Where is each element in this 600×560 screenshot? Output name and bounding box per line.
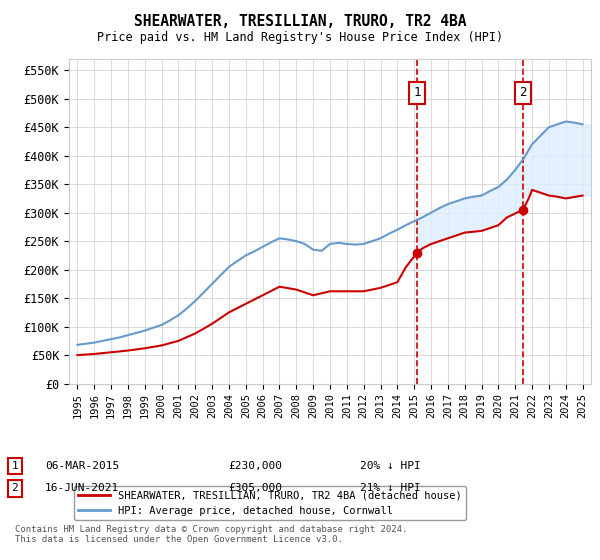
Text: 06-MAR-2015: 06-MAR-2015 <box>45 461 119 471</box>
Text: £305,000: £305,000 <box>228 483 282 493</box>
Text: £230,000: £230,000 <box>228 461 282 471</box>
Text: 16-JUN-2021: 16-JUN-2021 <box>45 483 119 493</box>
Text: Contains HM Land Registry data © Crown copyright and database right 2024.
This d: Contains HM Land Registry data © Crown c… <box>15 525 407 544</box>
Legend: SHEARWATER, TRESILLIAN, TRURO, TR2 4BA (detached house), HPI: Average price, det: SHEARWATER, TRESILLIAN, TRURO, TR2 4BA (… <box>74 486 466 520</box>
Text: 1: 1 <box>413 86 421 100</box>
Text: SHEARWATER, TRESILLIAN, TRURO, TR2 4BA: SHEARWATER, TRESILLIAN, TRURO, TR2 4BA <box>134 14 466 29</box>
Text: 21% ↓ HPI: 21% ↓ HPI <box>360 483 421 493</box>
Text: Price paid vs. HM Land Registry's House Price Index (HPI): Price paid vs. HM Land Registry's House … <box>97 31 503 44</box>
Text: 2: 2 <box>519 86 527 100</box>
Text: 20% ↓ HPI: 20% ↓ HPI <box>360 461 421 471</box>
Text: 1: 1 <box>11 461 19 471</box>
Text: 2: 2 <box>11 483 19 493</box>
